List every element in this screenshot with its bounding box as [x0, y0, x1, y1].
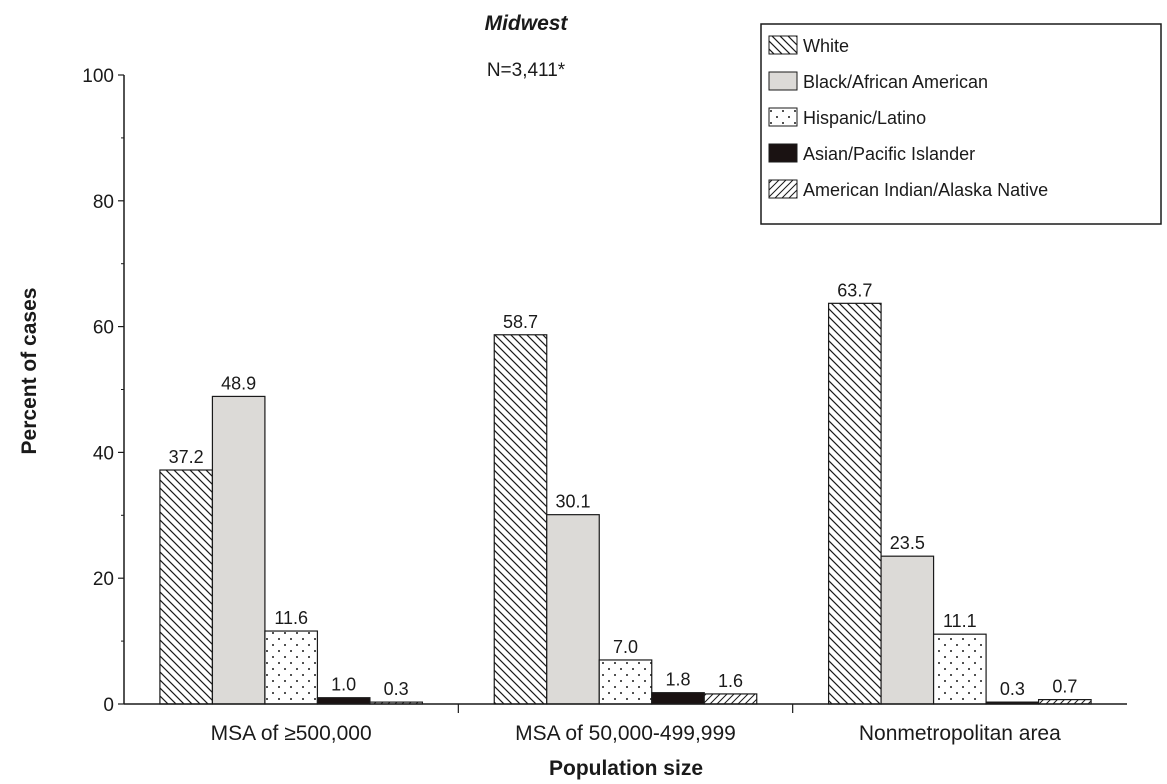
x-category-label: Nonmetropolitan area	[859, 722, 1061, 745]
bar-2-1	[598, 659, 653, 705]
bar-0-0	[159, 469, 214, 705]
y-tick-label: 0	[103, 695, 114, 716]
data-label: 7.0	[613, 637, 638, 657]
x-category-label: MSA of 50,000-499,999	[515, 722, 736, 745]
y-tick-label: 20	[93, 569, 114, 590]
bar-1-2	[880, 555, 935, 705]
chart-title: Midwest	[485, 12, 569, 35]
legend-swatch	[768, 107, 798, 127]
legend-label: Hispanic/Latino	[803, 108, 926, 128]
x-category-label: MSA of ≥500,000	[211, 722, 372, 745]
ticks-layer: 0 20 40 60 80 100	[82, 66, 794, 716]
bar-1-0	[211, 395, 266, 705]
data-label: 23.5	[890, 533, 925, 553]
data-label: 11.6	[274, 608, 308, 628]
y-tick-label: 60	[93, 318, 114, 339]
bar-1-1	[546, 514, 600, 705]
data-label: 48.9	[221, 373, 256, 393]
legend-box	[760, 23, 1162, 225]
legend-label: American Indian/Alaska Native	[803, 180, 1048, 200]
x-axis-label: Population size	[549, 757, 703, 780]
chart-subtitle: N=3,411*	[487, 60, 566, 81]
bar-3-0	[316, 697, 371, 705]
y-axis-label: Percent of cases	[18, 288, 41, 455]
legend-label: Black/African American	[803, 72, 988, 92]
bar-3-1	[651, 692, 705, 705]
legend-swatch	[768, 179, 798, 199]
bar-0-1	[493, 334, 548, 705]
bar-0-2	[827, 302, 882, 705]
data-label: 1.8	[665, 670, 690, 690]
bars-layer	[159, 302, 1092, 705]
data-label: 0.3	[384, 679, 409, 699]
data-label: 1.0	[331, 675, 356, 695]
legend-label: Asian/Pacific Islander	[803, 144, 975, 164]
legend-swatch	[768, 143, 798, 163]
y-tick-label: 40	[93, 443, 114, 464]
legend-swatch	[768, 35, 798, 55]
bar-4-1	[703, 693, 758, 705]
y-tick-label: 100	[82, 66, 114, 87]
data-label: 58.7	[503, 312, 538, 332]
y-tick-label: 80	[93, 192, 114, 213]
bar-2-2	[932, 633, 987, 705]
labels-layer: MSA of ≥500,000 37.2 48.9 11.6 1.0 0.3 MSA of …	[169, 280, 1078, 745]
data-label: 1.6	[718, 671, 743, 691]
legend: White Black/African American Hispanic/Lati…	[760, 23, 1162, 225]
legend-label: White	[803, 36, 849, 56]
data-label: 37.2	[169, 447, 204, 467]
data-label: 63.7	[837, 280, 872, 300]
legend-swatch	[768, 71, 798, 91]
data-label: 0.3	[1000, 679, 1025, 699]
data-label: 30.1	[555, 492, 590, 512]
data-label: 0.7	[1052, 677, 1077, 697]
data-label: 11.1	[943, 611, 977, 631]
bar-2-0	[264, 630, 319, 705]
